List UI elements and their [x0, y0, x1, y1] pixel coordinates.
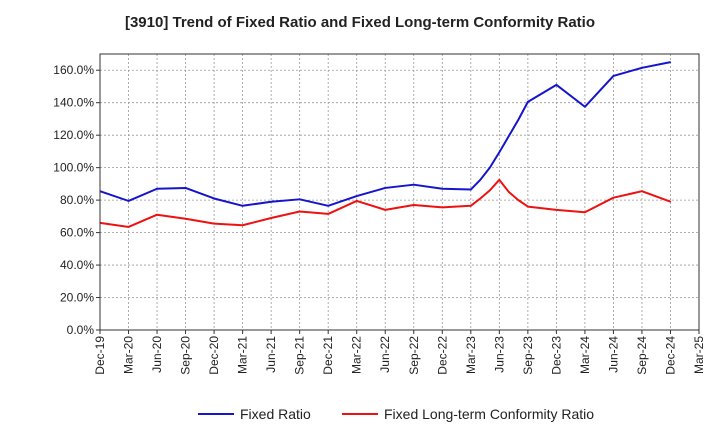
y-tick-label: 140.0%: [53, 96, 94, 110]
x-tick-label: Mar-23: [464, 336, 478, 374]
y-tick-label: 160.0%: [53, 63, 94, 77]
series-1-point: [470, 205, 472, 207]
series-1-point: [327, 213, 329, 215]
y-axis-tick-labels: 0.0% 20.0% 40.0% 60.0% 80.0% 100.0% 120.0% 140.…: [53, 63, 100, 337]
series-lines: [99, 61, 672, 228]
chart-title: [3910] Trend of Fixed Ratio and Fixed Lo…: [124, 14, 596, 31]
x-tick-label: Dec-22: [435, 336, 449, 375]
y-tick-label: 0.0%: [67, 323, 95, 337]
series-1-point: [156, 214, 158, 216]
series-1-point: [527, 206, 529, 208]
plot-border: [99, 53, 700, 331]
x-tick-label: Mar-25: [692, 336, 706, 374]
x-tick-label: Dec-24: [663, 336, 677, 375]
x-axis-tick-labels: Dec-19 Mar-20 Jun-20 Sep-20 Dec-20 Mar-21 Jun-…: [93, 330, 706, 375]
x-tick-label: Sep-24: [635, 336, 649, 375]
series-0-point: [489, 167, 491, 169]
series-0-point: [470, 188, 472, 191]
series-1-point: [612, 197, 615, 199]
series-0-point: [213, 197, 215, 200]
y-tick-label: 40.0%: [60, 258, 94, 272]
series-1-point: [489, 189, 491, 191]
x-tick-label: Dec-23: [549, 336, 563, 375]
x-tick-label: Sep-23: [521, 336, 535, 375]
series-1-point: [508, 191, 510, 193]
series-0-point: [184, 187, 187, 189]
x-tick-label: Mar-20: [122, 336, 136, 374]
x-tick-label: Sep-20: [179, 336, 193, 375]
legend: Fixed Ratio Fixed Long-term Conformity Ra…: [198, 406, 594, 422]
legend-label-1: Fixed Long-term Conformity Ratio: [384, 406, 594, 422]
x-tick-label: Jun-20: [150, 336, 164, 373]
series-1-point: [669, 201, 672, 203]
x-tick-label: Mar-21: [236, 336, 250, 374]
x-tick-label: Dec-19: [93, 336, 107, 375]
y-tick-label: 20.0%: [60, 291, 94, 305]
x-tick-label: Sep-22: [407, 336, 421, 375]
series-0-point: [508, 135, 510, 137]
series-0-point: [527, 101, 529, 103]
series-0-point: [612, 75, 615, 77]
x-tick-label: Jun-23: [492, 336, 506, 373]
y-tick-label: 60.0%: [60, 226, 94, 240]
y-tick-label: 80.0%: [60, 193, 94, 207]
series-1-point: [127, 226, 130, 228]
series-0-point: [384, 187, 386, 189]
series-0-point: [327, 205, 329, 207]
series-1-point: [441, 206, 443, 209]
series-1-point: [517, 199, 519, 201]
series-0-point: [498, 151, 500, 153]
series-0-point: [641, 67, 643, 69]
series-1-point: [641, 190, 643, 192]
series-0-point: [555, 84, 557, 86]
series-0-point: [356, 195, 358, 197]
y-tick-label: 120.0%: [53, 128, 94, 142]
series-0-point: [517, 119, 519, 121]
series-0-point: [242, 205, 244, 207]
series-1-point: [555, 209, 557, 211]
x-tick-label: Mar-24: [578, 336, 592, 374]
series-0-point: [299, 198, 301, 200]
series-1-point: [584, 211, 586, 213]
series-1-point: [242, 224, 244, 226]
series-1-point: [356, 200, 358, 202]
x-tick-label: Jun-21: [264, 336, 278, 373]
series-0-point: [270, 201, 272, 203]
series-1-point: [299, 210, 301, 213]
y-tick-label: 100.0%: [53, 161, 94, 175]
x-tick-label: Sep-21: [293, 336, 307, 375]
series-1-point: [213, 223, 215, 225]
plot-background: [100, 54, 699, 330]
series-1-point: [479, 197, 481, 200]
x-tick-label: Jun-22: [378, 336, 392, 373]
x-tick-label: Dec-20: [207, 336, 221, 375]
series-1-point: [270, 217, 272, 219]
series-0-point: [669, 61, 672, 63]
legend-label-0: Fixed Ratio: [240, 406, 311, 422]
series-0-point: [479, 179, 481, 181]
series-1-point: [384, 209, 386, 211]
series-0-point: [156, 188, 158, 190]
series-1-point: [184, 218, 187, 220]
series-1-point: [498, 179, 500, 181]
series-0-point: [413, 184, 415, 186]
series-1-point: [413, 204, 415, 206]
x-tick-label: Jun-24: [606, 336, 620, 373]
x-tick-label: Mar-22: [350, 336, 364, 374]
series-0-point: [584, 106, 586, 108]
x-tick-label: Dec-21: [321, 336, 335, 375]
series-0-point: [127, 200, 130, 202]
series-0-point: [441, 188, 443, 190]
